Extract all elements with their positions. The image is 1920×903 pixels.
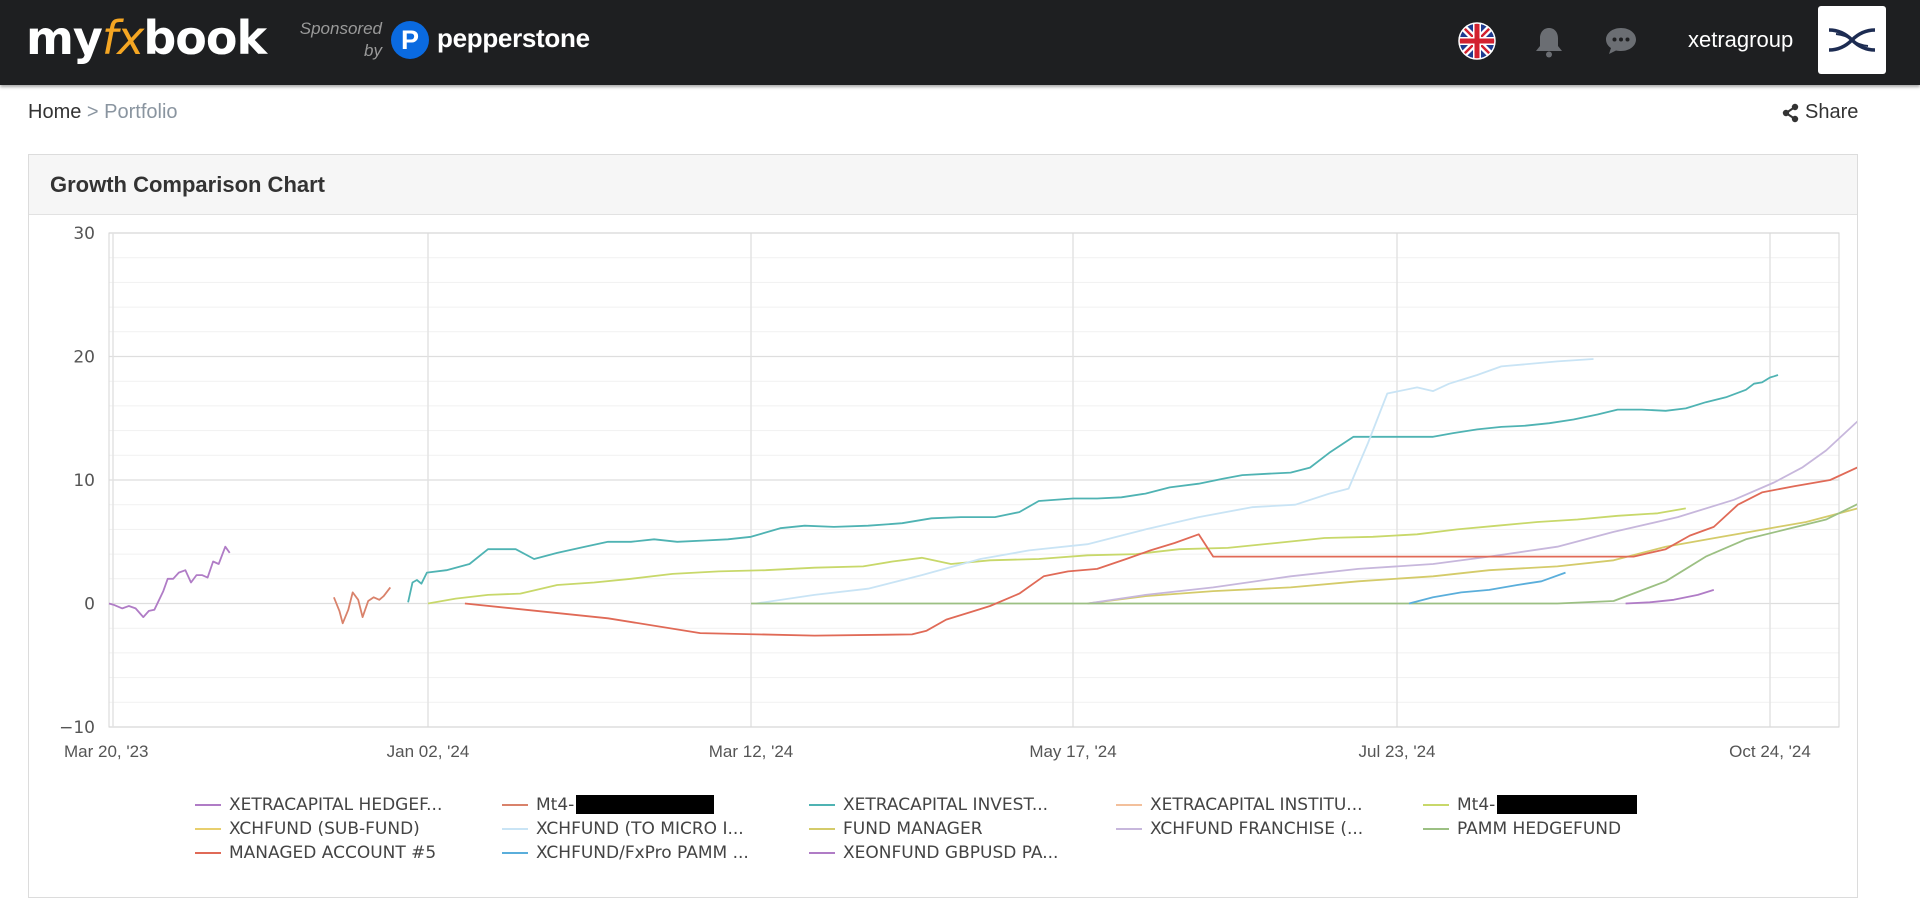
- redacted-account-number: [576, 795, 715, 814]
- series-line-1[interactable]: [108, 545, 231, 618]
- legend-item-8[interactable]: FUND MANAGER: [809, 817, 1116, 840]
- x-tick-label: Oct 24, '24: [1729, 742, 1811, 761]
- logo-text-book: book: [143, 11, 267, 65]
- series-line-2[interactable]: [333, 586, 392, 625]
- username[interactable]: xetragroup: [1688, 27, 1794, 52]
- series-line-5[interactable]: [427, 507, 1686, 605]
- legend-swatch: [1423, 803, 1449, 806]
- legend-item-10[interactable]: PAMM HEDGEFUND: [1423, 817, 1730, 840]
- legend-item-9[interactable]: XCHFUND FRANCHISE (...: [1116, 817, 1423, 840]
- legend-item-3[interactable]: XETRACAPITAL INVEST...: [809, 793, 1116, 816]
- legend-swatch: [195, 827, 221, 830]
- legend-label: XETRACAPITAL HEDGEF...: [229, 794, 443, 815]
- sponsored-line-2: by: [364, 41, 382, 60]
- x-tick-label: Mar 12, '24: [709, 742, 794, 761]
- sponsored-by-label: Sponsored by: [292, 18, 382, 62]
- series-line-7[interactable]: [755, 358, 1594, 605]
- series-line-11[interactable]: [464, 254, 1857, 637]
- y-tick-label: −10: [59, 718, 95, 738]
- legend-swatch: [1423, 827, 1449, 830]
- redacted-account-number: [1497, 795, 1638, 814]
- logo-text-fx: fx: [101, 11, 144, 65]
- legend-label: Mt4-: [1457, 795, 1638, 815]
- xetra-logo-icon: [1828, 28, 1876, 52]
- legend-label: XCHFUND (SUB-FUND): [229, 818, 420, 839]
- breadcrumb-home-link[interactable]: Home: [28, 101, 82, 123]
- breadcrumb-current: Portfolio: [104, 101, 178, 123]
- notifications-bell-icon[interactable]: [1534, 26, 1564, 58]
- series-line-8[interactable]: [1087, 463, 1858, 605]
- plot-frame: [108, 232, 1840, 728]
- share-icon: [1782, 103, 1799, 122]
- breadcrumb-separator: >: [86, 101, 99, 123]
- y-tick-label: 0: [84, 595, 95, 615]
- logo-text-my: my: [26, 11, 103, 65]
- legend-item-13[interactable]: XEONFUND GBPUSD PA...: [809, 841, 1116, 864]
- legend-item-1[interactable]: XETRACAPITAL HEDGEF...: [195, 793, 502, 816]
- myfxbook-logo[interactable]: my fx book: [26, 8, 267, 68]
- legend-item-12[interactable]: XCHFUND/FxPro PAMM ...: [502, 841, 809, 864]
- legend-label: XETRACAPITAL INSTITU...: [1150, 794, 1363, 815]
- legend-label: XEONFUND GBPUSD PA...: [843, 842, 1059, 863]
- legend-swatch: [195, 803, 221, 806]
- legend-swatch: [809, 803, 835, 806]
- x-tick-label: Jan 02, '24: [387, 742, 470, 761]
- uk-flag-icon[interactable]: [1458, 22, 1496, 60]
- legend-swatch: [195, 851, 221, 854]
- pepperstone-name[interactable]: pepperstone: [437, 23, 590, 53]
- legend-label: FUND MANAGER: [843, 818, 983, 839]
- y-tick-label: 30: [73, 224, 95, 244]
- legend-swatch: [809, 851, 835, 854]
- legend-swatch: [1116, 803, 1142, 806]
- legend-item-5[interactable]: Mt4-: [1423, 793, 1730, 816]
- y-tick-label: 10: [73, 471, 95, 491]
- legend-item-2[interactable]: Mt4-: [502, 793, 809, 816]
- x-tick-label: Mar 20, '23: [64, 742, 149, 761]
- legend-item-7[interactable]: XCHFUND (TO MICRO I...: [502, 817, 809, 840]
- panel-title: Growth Comparison Chart: [29, 155, 1857, 215]
- legend-label: PAMM HEDGEFUND: [1457, 818, 1622, 839]
- legend-item-6[interactable]: XCHFUND (SUB-FUND): [195, 817, 502, 840]
- series-line-3[interactable]: [407, 374, 1779, 603]
- pepperstone-logo-icon[interactable]: P: [391, 21, 429, 59]
- messages-chat-icon[interactable]: [1604, 26, 1638, 56]
- series-line-9[interactable]: [1087, 279, 1858, 605]
- x-tick-label: May 17, '24: [1029, 742, 1116, 761]
- legend-label: XCHFUND (TO MICRO I...: [536, 818, 744, 839]
- series-line-13[interactable]: [1625, 589, 1715, 605]
- breadcrumb: Home > Portfolio: [28, 101, 178, 124]
- legend-label: XCHFUND/FxPro PAMM ...: [536, 842, 749, 863]
- chart-legend: XETRACAPITAL HEDGEF... Mt4- XETRACAPITAL I…: [195, 793, 1775, 864]
- user-avatar[interactable]: [1818, 6, 1886, 74]
- legend-item-4[interactable]: XETRACAPITAL INSTITU...: [1116, 793, 1423, 816]
- growth-comparison-chart[interactable]: −10 0 10 20 30 Mar 20, '23 Jan 02, '24 Mar 12, …: [29, 155, 1857, 785]
- legend-item-11[interactable]: MANAGED ACCOUNT #5: [195, 841, 502, 864]
- legend-swatch: [502, 803, 528, 806]
- legend-label: Mt4-: [536, 795, 715, 815]
- y-tick-label: 20: [73, 348, 95, 368]
- top-navigation-bar: my fx book Sponsored by P pepperstone xetr…: [0, 0, 1920, 85]
- legend-swatch: [502, 851, 528, 854]
- legend-label: XCHFUND FRANCHISE (...: [1150, 818, 1364, 839]
- series-line-12[interactable]: [1408, 571, 1566, 605]
- legend-label: XETRACAPITAL INVEST...: [843, 794, 1049, 815]
- growth-chart-panel: Growth Comparison Chart −10 0 10 20 30 Mar 20…: [28, 154, 1858, 898]
- series-line-10[interactable]: [751, 437, 1857, 605]
- legend-swatch: [1116, 827, 1142, 830]
- share-button[interactable]: Share: [1782, 101, 1858, 124]
- legend-label: MANAGED ACCOUNT #5: [229, 842, 437, 863]
- share-label: Share: [1805, 101, 1859, 123]
- sponsored-line-1: Sponsored: [299, 19, 382, 38]
- x-tick-label: Jul 23, '24: [1359, 742, 1436, 761]
- legend-swatch: [502, 827, 528, 830]
- legend-swatch: [809, 827, 835, 830]
